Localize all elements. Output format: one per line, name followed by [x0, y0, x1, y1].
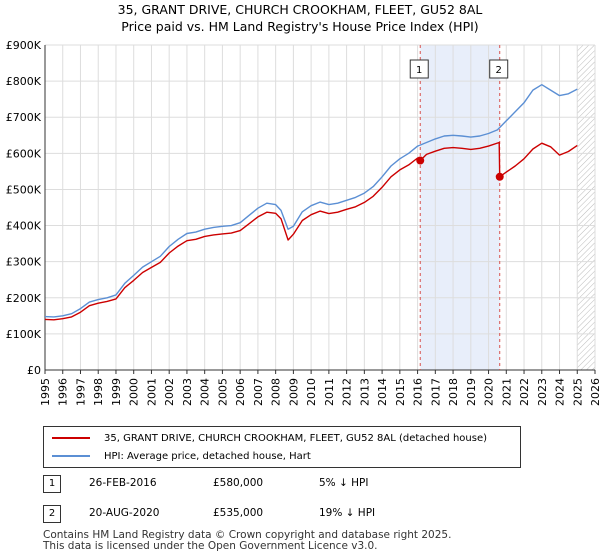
x-tick-label: 2005 [216, 378, 229, 406]
x-tick-label: 2006 [234, 378, 247, 406]
legend-label-property: 35, GRANT DRIVE, CHURCH CROOKHAM, FLEET,… [104, 432, 487, 444]
chart-subtitle: Price paid vs. HM Land Registry's House … [121, 19, 479, 34]
x-tick-label: 2008 [270, 378, 283, 406]
y-tick-label: £100K [6, 328, 42, 341]
x-tick-label: 2018 [447, 378, 460, 406]
x-tick-label: 2010 [305, 378, 318, 406]
footer-attribution: Contains HM Land Registry data © Crown c… [43, 530, 451, 552]
transaction-number-badge: 2 [43, 505, 61, 523]
legend-item-property: 35, GRANT DRIVE, CHURCH CROOKHAM, FLEET,… [52, 429, 487, 447]
hpi-series-line [44, 83, 578, 318]
x-tick-label: 2007 [252, 378, 265, 406]
legend-swatch-property [52, 437, 90, 439]
transaction-hpi-diff: 5% ↓ HPI [319, 477, 369, 489]
y-tick-label: £800K [6, 75, 42, 88]
y-tick-label: £400K [6, 220, 42, 233]
transaction-date: 26-FEB-2016 [89, 477, 157, 489]
x-tick-label: 2021 [500, 378, 513, 406]
x-tick-label: 2001 [145, 378, 158, 406]
x-tick-label: 2024 [554, 378, 567, 406]
x-tick-label: 2023 [536, 378, 549, 406]
x-tick-label: 2017 [429, 378, 442, 406]
transaction-date: 20-AUG-2020 [89, 507, 160, 519]
sale-marker-label: 2 [496, 65, 502, 76]
x-tick-label: 2015 [394, 378, 407, 406]
y-tick-label: £900K [6, 39, 42, 52]
transaction-hpi-diff: 19% ↓ HPI [319, 507, 376, 519]
y-tick-label: £600K [6, 147, 42, 160]
x-tick-label: 2003 [181, 378, 194, 406]
x-tick-label: 2012 [341, 378, 354, 406]
y-tick-label: £0 [27, 364, 41, 377]
price-chart: £0 £100K £200K £300K £400K £500K £600K £700K £80… [6, 39, 600, 406]
x-tick-label: 1998 [92, 378, 105, 406]
sale-marker-box [409, 59, 429, 79]
chart-legend: 35, GRANT DRIVE, CHURCH CROOKHAM, FLEET,… [43, 426, 521, 468]
x-tick-label: 1999 [110, 378, 123, 406]
x-tick-label: 2011 [323, 378, 336, 406]
x-tick-label: 2019 [465, 378, 478, 406]
y-tick-label: £300K [6, 256, 42, 269]
x-tick-label: 2004 [199, 378, 212, 406]
sale-marker-label: 1 [416, 65, 422, 76]
x-tick-label: 2025 [571, 378, 584, 406]
x-tick-label: 2022 [518, 378, 531, 406]
x-tick-label: 2020 [483, 378, 496, 406]
transaction-price: £535,000 [213, 507, 264, 519]
legend-item-hpi: HPI: Average price, detached house, Hart [52, 447, 311, 465]
x-tick-label: 2000 [128, 378, 141, 406]
legend-label-hpi: HPI: Average price, detached house, Hart [104, 450, 311, 462]
y-tick-label: £500K [6, 183, 42, 196]
y-tick-label: £700K [6, 111, 42, 124]
shaded-period [420, 45, 500, 370]
x-tick-label: 2016 [412, 378, 425, 406]
y-tick-label: £200K [6, 292, 42, 305]
x-tick-label: 2013 [358, 378, 371, 406]
x-tick-label: 1997 [74, 378, 87, 406]
footer-licence: This data is licensed under the Open Gov… [43, 540, 378, 552]
x-tick-label: 2014 [376, 378, 389, 406]
sale-marker-box [489, 59, 509, 79]
x-tick-label: 2026 [589, 378, 600, 406]
x-tick-label: 1996 [57, 378, 70, 406]
footer-copyright: Contains HM Land Registry data © Crown c… [43, 529, 452, 541]
forecast-hatched-region [577, 45, 595, 370]
x-tick-label: 2009 [287, 378, 300, 406]
property-series-line [44, 141, 578, 321]
transaction-price: £580,000 [213, 477, 264, 489]
transaction-number-badge: 1 [43, 475, 61, 493]
x-tick-label: 1995 [39, 378, 52, 406]
legend-swatch-hpi [52, 455, 90, 457]
x-tick-label: 2002 [163, 378, 176, 406]
sale-point [495, 172, 504, 181]
chart-title: 35, GRANT DRIVE, CHURCH CROOKHAM, FLEET,… [117, 2, 483, 17]
sale-point [416, 156, 425, 165]
